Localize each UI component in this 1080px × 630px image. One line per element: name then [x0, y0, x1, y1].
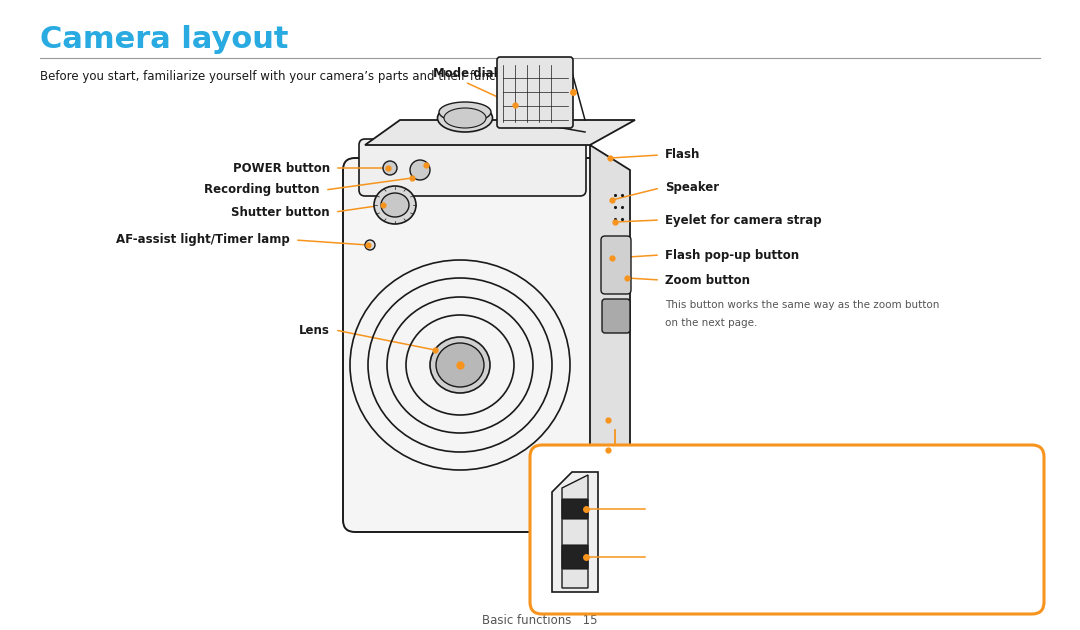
Text: Before you start, familiarize yourself with your camera’s parts and their functi: Before you start, familiarize yourself w…: [40, 70, 528, 83]
Text: Speaker: Speaker: [665, 181, 719, 195]
Text: Lens: Lens: [299, 323, 330, 336]
Ellipse shape: [430, 337, 490, 393]
Circle shape: [383, 161, 397, 175]
Polygon shape: [552, 472, 598, 592]
Circle shape: [604, 479, 616, 491]
Text: AF-assist light/Timer lamp: AF-assist light/Timer lamp: [117, 234, 291, 246]
FancyBboxPatch shape: [602, 299, 630, 333]
Text: Mode dial: Mode dial: [433, 67, 497, 80]
Text: Basic functions   15: Basic functions 15: [483, 614, 597, 626]
Text: Accepts HDMI cable: Accepts HDMI cable: [647, 505, 764, 518]
FancyBboxPatch shape: [343, 158, 602, 532]
FancyBboxPatch shape: [562, 499, 588, 519]
Text: Flash: Flash: [665, 149, 700, 161]
Polygon shape: [590, 145, 630, 520]
Ellipse shape: [437, 104, 492, 132]
Circle shape: [365, 240, 375, 250]
Text: POWER button: POWER button: [233, 161, 330, 175]
Text: Camera layout: Camera layout: [40, 25, 288, 54]
Text: Flash pop-up button: Flash pop-up button: [665, 248, 799, 261]
FancyBboxPatch shape: [600, 236, 631, 294]
Ellipse shape: [444, 108, 486, 128]
FancyBboxPatch shape: [562, 545, 588, 569]
Text: Zoom button: Zoom button: [665, 273, 750, 287]
Text: Shutter button: Shutter button: [231, 205, 330, 219]
Text: USB and A/V port: USB and A/V port: [647, 536, 777, 549]
FancyBboxPatch shape: [530, 445, 1044, 614]
FancyBboxPatch shape: [359, 139, 586, 196]
Circle shape: [410, 160, 430, 180]
Ellipse shape: [381, 193, 409, 217]
Text: on the next page.: on the next page.: [665, 318, 757, 328]
Ellipse shape: [374, 186, 416, 224]
Ellipse shape: [438, 102, 491, 122]
Polygon shape: [365, 120, 635, 145]
Text: Accepts USB cable and A/V cable: Accepts USB cable and A/V cable: [647, 556, 841, 568]
Text: Eyelet for camera strap: Eyelet for camera strap: [665, 214, 822, 227]
FancyBboxPatch shape: [497, 57, 573, 128]
Ellipse shape: [436, 343, 484, 387]
Text: Recording button: Recording button: [204, 183, 320, 197]
Polygon shape: [562, 475, 588, 588]
Text: This button works the same way as the zoom button: This button works the same way as the zo…: [665, 300, 940, 310]
Text: HDMI port: HDMI port: [647, 486, 724, 498]
Text: (p. 17): (p. 17): [513, 67, 552, 80]
